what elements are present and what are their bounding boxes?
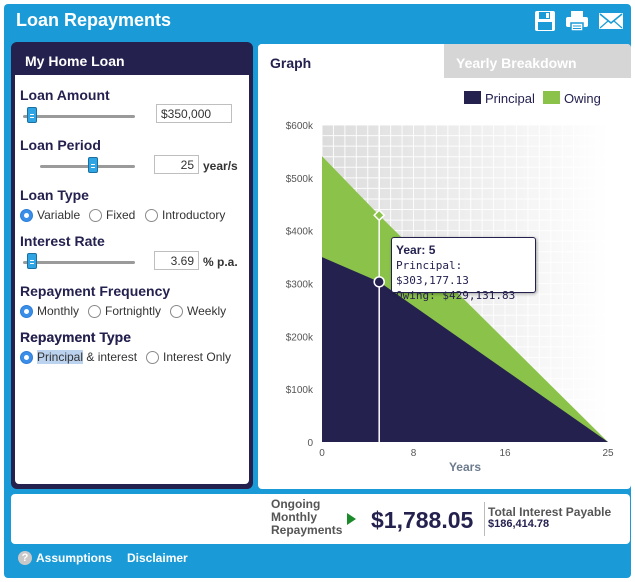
- total-interest-label: Total Interest Payable: [488, 505, 612, 519]
- x-tick-label: 16: [499, 448, 511, 459]
- legend-principal-swatch: [464, 91, 481, 104]
- panel-title: My Home Loan: [25, 53, 125, 69]
- loan-settings-body: Loan Amount $350,000 Loan Period 25 year…: [15, 75, 249, 484]
- repayment-type-label: Repayment Type: [20, 329, 131, 345]
- frequency-weekly-radio[interactable]: Weekly: [170, 304, 226, 318]
- y-tick-label: $600k: [286, 121, 314, 132]
- ongoing-repayments-label: Ongoing Monthly Repayments: [271, 497, 343, 537]
- app-title: Loan Repayments: [16, 10, 172, 30]
- loan-period-slider-track[interactable]: [40, 165, 135, 168]
- chart-marker: [373, 125, 386, 442]
- radio-unchecked-icon: [170, 304, 183, 318]
- interest-rate-unit: % p.a.: [203, 255, 238, 269]
- disclaimer-link[interactable]: Disclaimer: [127, 551, 188, 565]
- frequency-fortnightly-label: Fortnightly: [105, 304, 162, 318]
- x-tick-label: 0: [319, 448, 325, 459]
- chart-areas: [322, 156, 608, 442]
- frequency-monthly-label: Monthly: [37, 304, 80, 318]
- y-tick-label: $300k: [286, 280, 314, 291]
- interest-rate-label: Interest Rate: [20, 233, 105, 249]
- tab-yearly-breakdown[interactable]: Yearly Breakdown: [444, 44, 631, 78]
- y-tick-label: $400k: [286, 227, 314, 238]
- principal-area: [322, 257, 608, 442]
- tab-graph[interactable]: Graph: [258, 44, 444, 78]
- x-tick-label: 25: [602, 448, 614, 459]
- tooltip-principal: Principal: $303,177.13: [396, 259, 469, 287]
- y-tick-label: $200k: [286, 332, 314, 343]
- y-tick-label: 0: [307, 438, 313, 449]
- loan-amount-slider-thumb[interactable]: [27, 107, 37, 123]
- repayment-type-label: Repayment Type: [20, 329, 131, 345]
- loan-type-introductory-radio[interactable]: Introductory: [145, 208, 225, 222]
- summary-divider: [484, 502, 485, 536]
- total-interest-value: $186,414.78: [488, 518, 550, 530]
- loan-settings-panel: My Home Loan Loan Amount $350,000 Loan P…: [11, 42, 253, 489]
- assumptions-link[interactable]: Assumptions: [36, 551, 113, 565]
- interest-rate-input[interactable]: 3.69: [154, 251, 199, 270]
- loan-type-label: Loan Type: [20, 187, 89, 203]
- frequency-fortnightly-radio[interactable]: Fortnightly: [88, 304, 161, 318]
- chart-tooltip: Year: 5 Principal: $303,177.13 Owing: $4…: [391, 237, 536, 302]
- repayment-frequency-label: Repayment Frequency: [20, 283, 171, 299]
- x-tick-label: 8: [411, 448, 417, 459]
- radio-checked-icon: [20, 208, 33, 222]
- loan-period-input[interactable]: 25: [154, 155, 199, 174]
- radio-checked-icon: [20, 304, 33, 318]
- radio-unchecked-icon: [89, 208, 102, 222]
- loan-type-introductory-label: Introductory: [162, 208, 226, 222]
- principal-and-interest-label-highlight: Principal: [37, 350, 84, 364]
- radio-unchecked-icon: [146, 350, 159, 364]
- x-axis-label: Years: [449, 460, 481, 474]
- repayment-amount: $1,788.05: [371, 507, 474, 533]
- email-icon[interactable]: [598, 10, 624, 32]
- y-tick-label: $100k: [286, 385, 314, 396]
- loan-period-slider-thumb[interactable]: [88, 157, 98, 173]
- help-icon[interactable]: ?: [18, 551, 32, 565]
- interest-rate-slider-track[interactable]: [23, 261, 135, 264]
- interest-rate-slider-thumb[interactable]: [27, 253, 37, 269]
- radio-checked-icon: [20, 350, 33, 364]
- owing-point: [373, 209, 386, 222]
- chart-axes: 0 $100k $200k $300k $400k $500k $600k 0 8 16 25 Yea…: [286, 121, 614, 474]
- principal-and-interest-radio[interactable]: Principal & interest: [20, 350, 137, 364]
- loan-type-fixed-label: Fixed: [106, 208, 136, 222]
- legend-owing-swatch: [543, 91, 560, 104]
- loan-type-variable-label: Variable: [37, 208, 81, 222]
- legend-principal-label: Principal: [485, 91, 535, 106]
- principal-point: [373, 276, 385, 288]
- y-tick-label: $500k: [286, 174, 314, 185]
- loan-amount-label: Loan Amount: [20, 87, 110, 103]
- tooltip-owing: Owing: $429,131.83: [396, 289, 516, 302]
- loan-type-fixed-radio[interactable]: Fixed: [89, 208, 135, 222]
- print-icon[interactable]: [565, 10, 589, 32]
- summary-bar: Ongoing Monthly Repayments $1,788.05 Tot…: [11, 494, 630, 544]
- interest-only-radio[interactable]: Interest Only: [146, 350, 231, 364]
- radio-unchecked-icon: [88, 304, 101, 318]
- loan-amount-slider-track[interactable]: [23, 115, 135, 118]
- legend-owing-label: Owing: [564, 91, 601, 106]
- radio-unchecked-icon: [145, 208, 158, 222]
- frequency-weekly-label: Weekly: [187, 304, 227, 318]
- save-icon[interactable]: [533, 10, 557, 32]
- loan-amount-input[interactable]: $350,000: [156, 104, 232, 123]
- principal-and-interest-label-rest: & interest: [83, 350, 138, 364]
- loan-period-label: Loan Period: [20, 137, 101, 153]
- tooltip-year: Year: 5: [396, 243, 436, 257]
- loan-period-unit: year/s: [203, 159, 238, 173]
- frequency-monthly-radio[interactable]: Monthly: [20, 304, 79, 318]
- loan-type-variable-radio[interactable]: Variable: [20, 208, 80, 222]
- interest-only-label: Interest Only: [163, 350, 232, 364]
- play-icon: [347, 513, 356, 525]
